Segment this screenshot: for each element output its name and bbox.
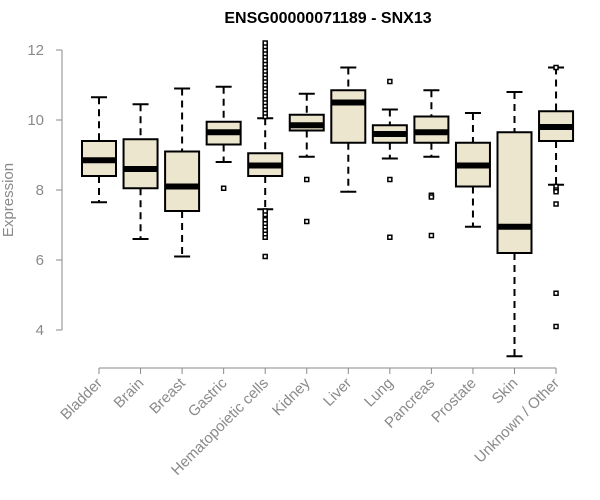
box-group — [496, 91, 533, 358]
box-group — [81, 96, 117, 204]
box-group — [205, 85, 242, 191]
outlier-point — [553, 201, 559, 207]
box-group — [538, 64, 575, 330]
outlier-point — [553, 323, 559, 330]
x-tick-label: Breast — [146, 374, 189, 417]
outlier-point — [428, 232, 435, 239]
box — [122, 138, 159, 190]
outlier-point — [262, 253, 268, 260]
plot-area — [81, 40, 575, 358]
y-tick-label: 4 — [36, 322, 44, 339]
box-group — [371, 78, 408, 240]
x-tick-label: Prostate — [428, 375, 480, 427]
y-tick-label: 10 — [27, 112, 44, 129]
x-tick-label: Kidney — [269, 374, 314, 419]
outlier-point — [553, 189, 559, 195]
box-group — [413, 89, 450, 239]
outlier-point — [220, 185, 227, 191]
y-axis: 4 6 8 10 12 — [27, 42, 63, 339]
x-tick-label: Skin — [489, 375, 522, 408]
y-tick-label: 8 — [36, 182, 44, 199]
outlier-point — [387, 78, 393, 85]
outlier-point — [304, 176, 310, 183]
box-group — [247, 40, 284, 260]
box-group — [330, 66, 367, 193]
x-tick-label: Bladder — [57, 375, 106, 424]
box — [496, 131, 533, 254]
x-tick-label: Brain — [111, 375, 148, 412]
box-group — [288, 92, 325, 225]
box — [330, 89, 367, 144]
box-group — [122, 103, 159, 240]
x-tick-label: Liver — [320, 375, 355, 410]
box — [164, 150, 201, 212]
outlier-point — [553, 290, 559, 296]
x-tick-label: Lung — [361, 375, 397, 411]
y-tick-label: 6 — [36, 252, 44, 269]
chart-title: ENSG00000071189 - SNX13 — [224, 10, 431, 27]
outlier-point — [262, 208, 268, 214]
y-tick-label: 12 — [27, 42, 44, 59]
outlier-point — [387, 234, 393, 240]
outlier-point — [262, 217, 268, 223]
outlier-point — [304, 218, 310, 225]
outlier-point — [262, 40, 268, 46]
outlier-point — [387, 176, 393, 183]
outlier-point — [428, 194, 435, 200]
box-group — [164, 87, 201, 258]
y-axis-label: Expression — [0, 163, 17, 237]
box-group — [454, 112, 491, 228]
outlier-point — [553, 64, 559, 71]
